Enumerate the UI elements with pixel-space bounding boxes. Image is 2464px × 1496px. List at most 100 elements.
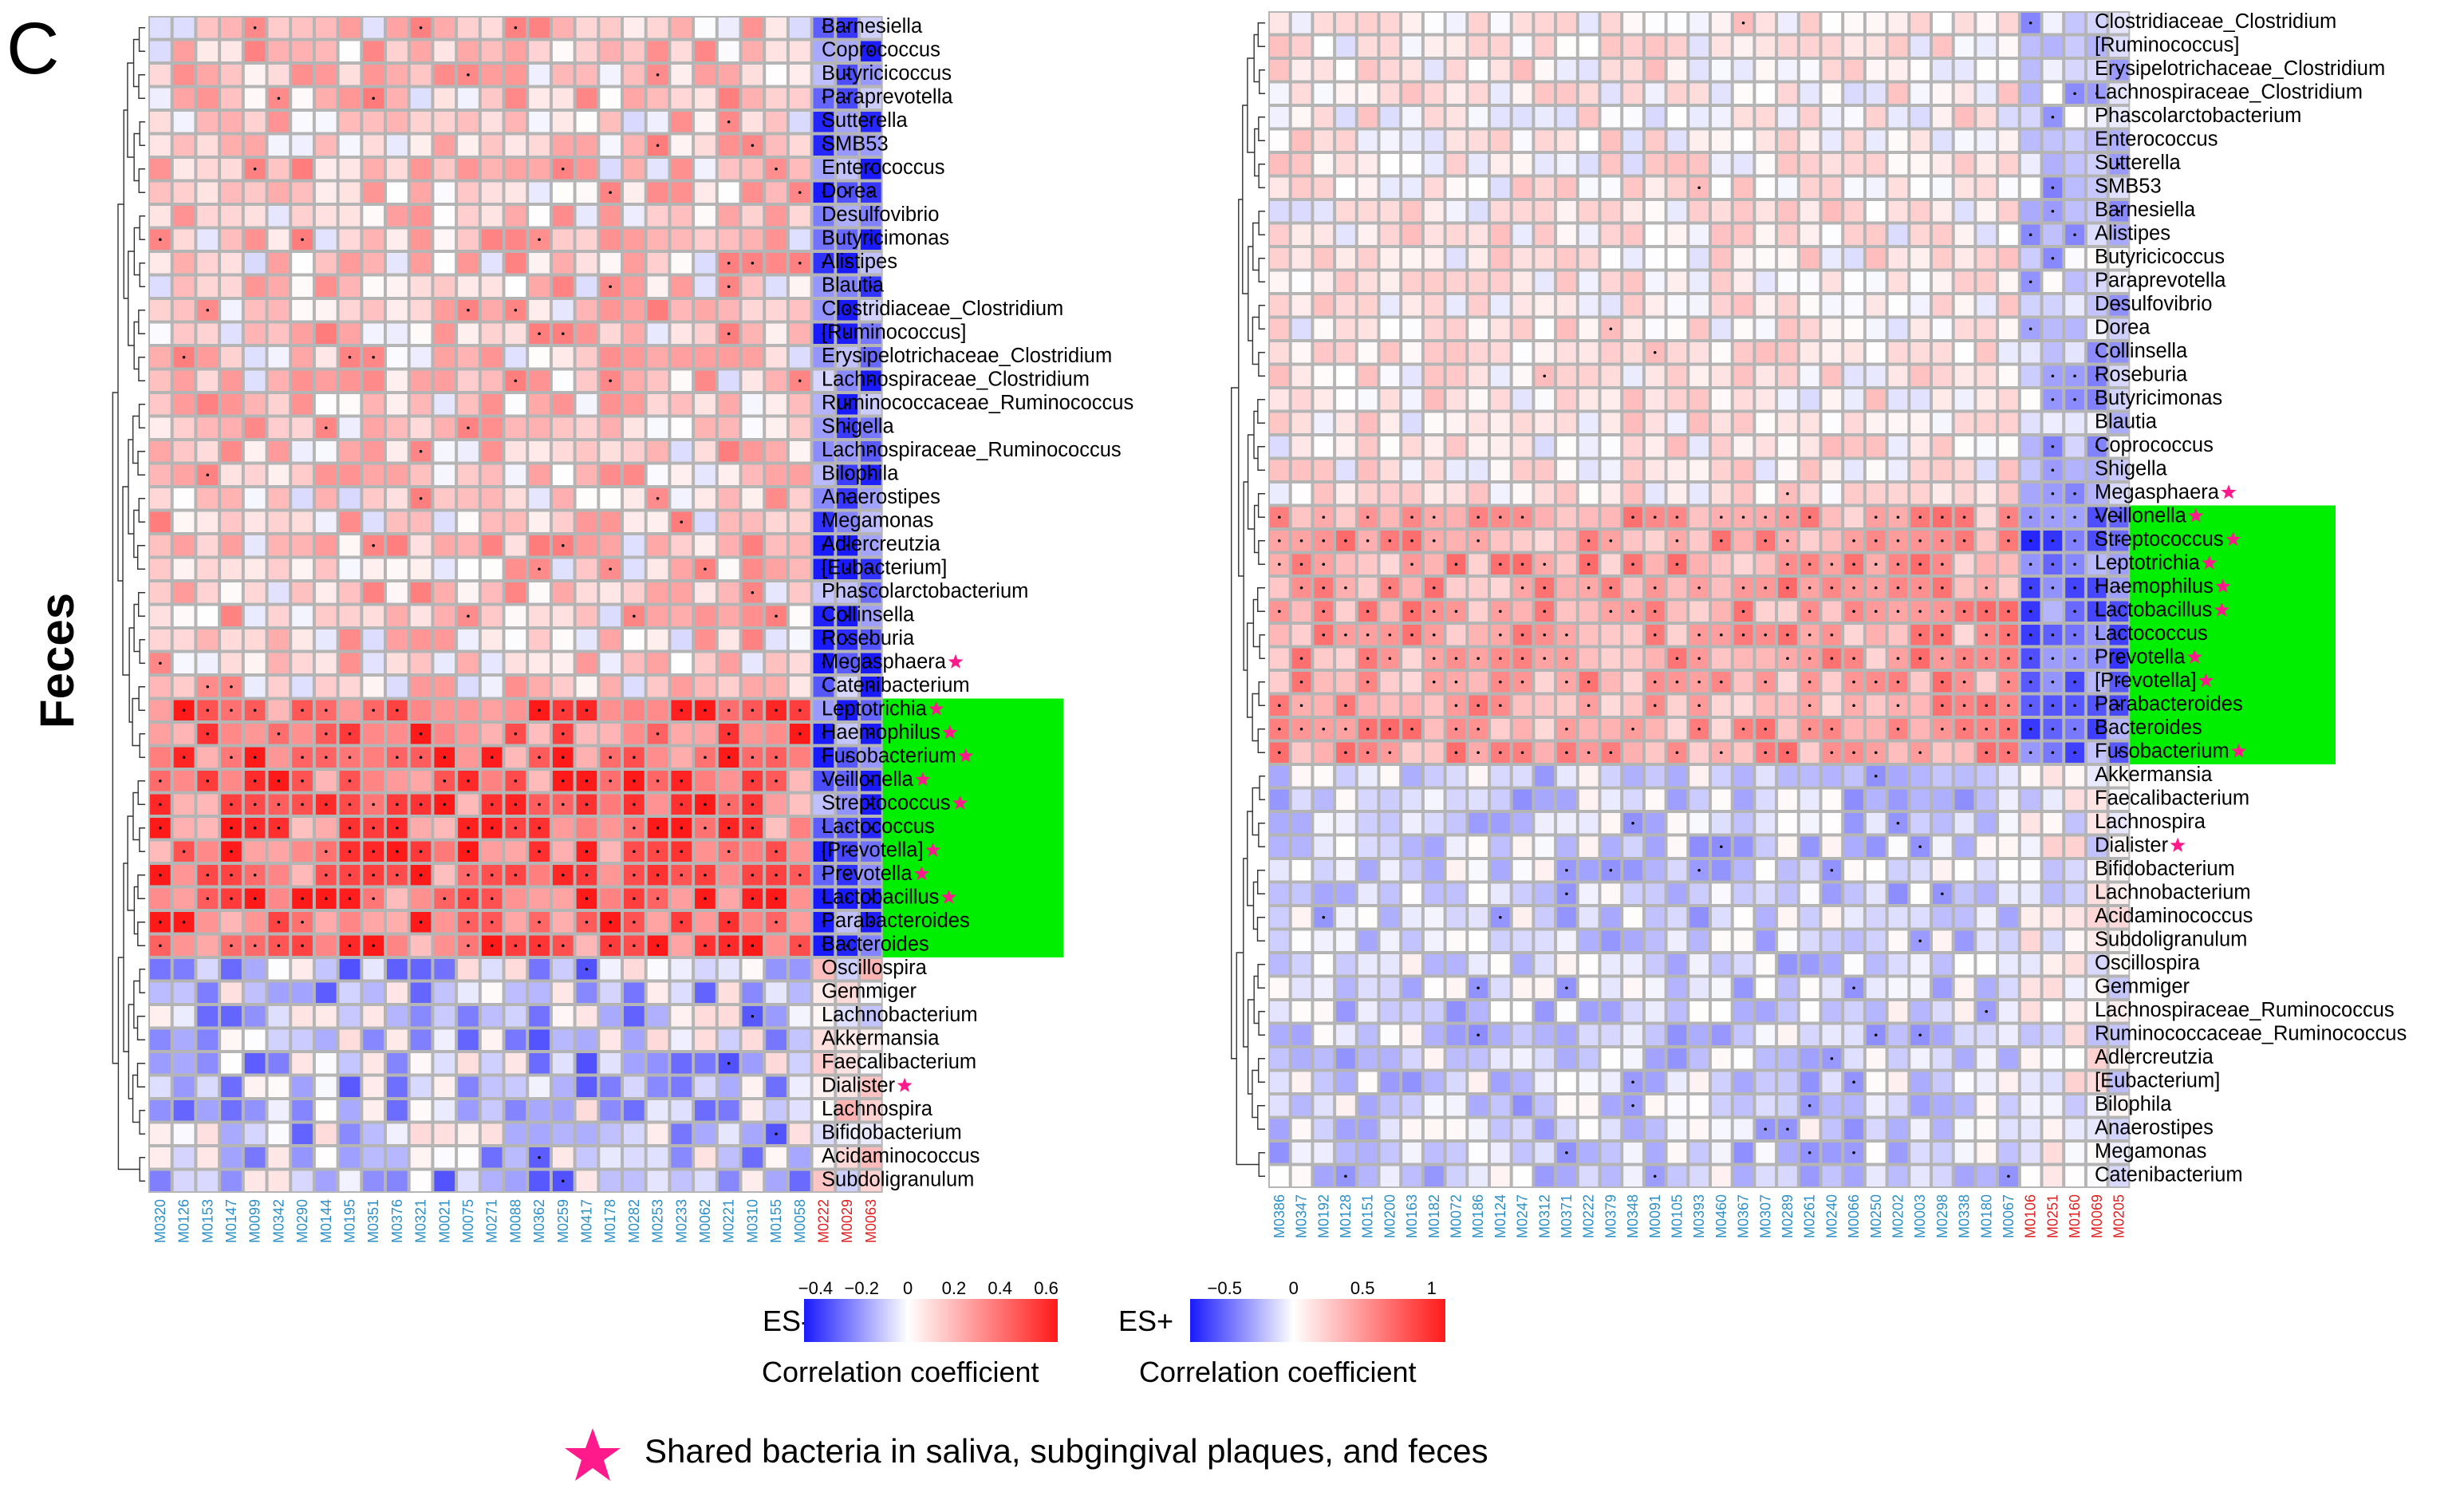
heatmap-cell <box>837 159 857 180</box>
heatmap-cell <box>1954 154 1974 175</box>
heatmap-cell <box>1954 248 1974 269</box>
column-label: M0205 <box>2111 1194 2127 1238</box>
heatmap-cell <box>789 630 810 650</box>
heatmap-cell <box>505 253 526 274</box>
heatmap-cell <box>2109 248 2129 269</box>
significance-dot <box>846 944 849 948</box>
significance-dot <box>656 779 660 783</box>
significance-dot <box>1985 610 1989 614</box>
heatmap-cell <box>458 1076 479 1097</box>
heatmap-cell <box>244 559 266 579</box>
heatmap-cell <box>481 88 503 109</box>
significance-dot <box>869 897 873 901</box>
significance-dot <box>1941 562 1944 566</box>
heatmap-cell <box>481 982 503 1003</box>
heatmap-cell <box>1623 1024 1642 1045</box>
heatmap-cell <box>1623 742 1642 763</box>
significance-dot <box>1697 657 1701 661</box>
heatmap-cell <box>315 182 337 203</box>
heatmap-cell <box>1623 1001 1642 1022</box>
heatmap-cell <box>1380 860 1400 881</box>
row-label: Clostridiaceae_Clostridium <box>2095 10 2336 33</box>
row-label: Streptococcus <box>2095 528 2224 551</box>
significance-dot <box>1896 727 1900 731</box>
heatmap-cell <box>363 41 384 61</box>
heatmap-cell <box>1270 248 1289 269</box>
heatmap-cell <box>2020 60 2040 81</box>
heatmap-cell <box>1888 36 1908 57</box>
significance-dot <box>1896 821 1900 825</box>
heatmap-cell <box>1756 389 1776 410</box>
column-label: M0180 <box>1978 1194 1994 1238</box>
heatmap-cell <box>1314 1143 1334 1163</box>
significance-dot <box>633 920 636 924</box>
heatmap-cell <box>2043 83 2063 104</box>
heatmap-cell <box>1977 224 1997 245</box>
heatmap-cell <box>789 511 810 532</box>
heatmap-cell <box>150 1053 171 1074</box>
heatmap-cell <box>624 535 645 556</box>
heatmap-cell <box>624 1170 645 1191</box>
heatmap-cell <box>671 323 692 344</box>
heatmap-cell <box>1733 365 1753 386</box>
heatmap-cell <box>150 1147 171 1168</box>
heatmap-cell <box>718 229 739 250</box>
significance-dot <box>656 826 660 830</box>
significance-dot <box>1476 515 1480 519</box>
row-label: Dialister <box>822 1075 896 1097</box>
heatmap-cell <box>1844 365 1863 386</box>
heatmap-cell <box>458 511 479 532</box>
heatmap-cell <box>2065 813 2084 834</box>
heatmap-cell <box>1446 130 1466 151</box>
heatmap-cell <box>363 1100 384 1121</box>
heatmap-cell <box>1977 789 1997 810</box>
heatmap-cell <box>2087 554 2107 574</box>
heatmap-cell <box>1469 1048 1488 1069</box>
heatmap-cell <box>268 511 290 532</box>
heatmap-cell <box>1601 719 1621 740</box>
significance-dot <box>159 779 162 783</box>
heatmap-cell <box>1888 766 1908 787</box>
heatmap-cell <box>1358 271 1378 292</box>
significance-dot <box>822 850 826 854</box>
heatmap-cell <box>387 771 408 791</box>
heatmap-cell <box>197 41 219 61</box>
heatmap-cell <box>789 1100 810 1121</box>
significance-dot <box>206 473 210 477</box>
heatmap-cell <box>1888 789 1908 810</box>
heatmap-cell <box>1822 484 1842 504</box>
significance-dot <box>253 944 257 948</box>
heatmap-cell <box>1446 1024 1466 1045</box>
significance-dot <box>1808 704 1812 708</box>
column-label: M0003 <box>1912 1194 1928 1238</box>
legend-es-plus-caption: Correlation coefficient <box>1139 1356 1417 1388</box>
heatmap-cell <box>671 276 692 297</box>
significance-dot <box>1852 586 1855 590</box>
heatmap-cell <box>1291 224 1311 245</box>
heatmap-cell <box>1999 154 2018 175</box>
heatmap-cell <box>2109 954 2129 975</box>
heatmap-cell <box>1667 130 1687 151</box>
heatmap-cell <box>173 488 195 509</box>
heatmap-cell <box>529 535 550 556</box>
heatmap-cell <box>1579 295 1599 316</box>
heatmap-cell <box>150 559 171 579</box>
heatmap-cell <box>1645 177 1665 198</box>
heatmap-cell <box>1800 36 1819 57</box>
heatmap-cell <box>1380 484 1400 504</box>
significance-dot <box>1985 586 1989 590</box>
heatmap-cell <box>292 959 313 980</box>
heatmap-cell <box>624 959 645 980</box>
heatmap-cell <box>315 1147 337 1168</box>
heatmap-cell <box>789 582 810 603</box>
heatmap-cell <box>1689 836 1709 857</box>
heatmap-cell <box>173 630 195 650</box>
heatmap-cell <box>1667 60 1687 81</box>
significance-dot <box>1631 562 1634 566</box>
heatmap-cell <box>1977 318 1997 339</box>
significance-dot <box>2073 657 2076 661</box>
heatmap-cell <box>2087 271 2107 292</box>
heatmap-cell <box>315 935 337 956</box>
heatmap-cell <box>1954 224 1974 245</box>
heatmap-cell <box>221 88 242 109</box>
